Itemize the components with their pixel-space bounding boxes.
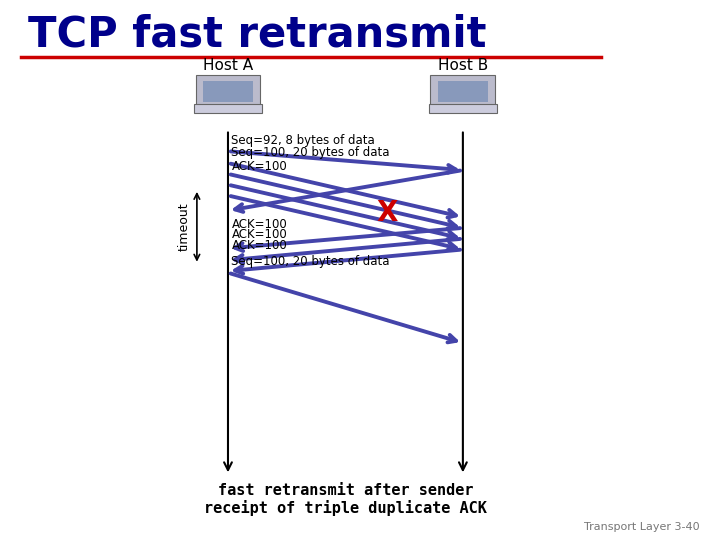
Text: Seq=100, 20 bytes of data: Seq=100, 20 bytes of data	[231, 255, 390, 268]
Text: receipt of triple duplicate ACK: receipt of triple duplicate ACK	[204, 500, 487, 516]
Text: TCP fast retransmit: TCP fast retransmit	[27, 14, 486, 56]
Text: fast retransmit after sender: fast retransmit after sender	[217, 483, 473, 498]
Text: Seq=100, 20 bytes of data: Seq=100, 20 bytes of data	[231, 146, 390, 159]
Text: Transport Layer 3-40: Transport Layer 3-40	[584, 522, 699, 532]
Text: ACK=100: ACK=100	[231, 228, 287, 241]
Text: Host A: Host A	[203, 58, 253, 73]
FancyBboxPatch shape	[196, 75, 261, 106]
Text: Host B: Host B	[438, 58, 488, 73]
Bar	[438, 81, 487, 102]
FancyBboxPatch shape	[194, 104, 262, 113]
Text: X: X	[376, 199, 397, 227]
Text: ACK=100: ACK=100	[231, 239, 287, 252]
Text: timeout: timeout	[178, 202, 191, 251]
Text: Seq=92, 8 bytes of data: Seq=92, 8 bytes of data	[231, 134, 375, 147]
FancyBboxPatch shape	[431, 75, 495, 106]
Text: ACK=100: ACK=100	[231, 160, 287, 173]
Bar	[203, 81, 253, 102]
Text: ACK=100: ACK=100	[231, 218, 287, 231]
FancyBboxPatch shape	[429, 104, 497, 113]
